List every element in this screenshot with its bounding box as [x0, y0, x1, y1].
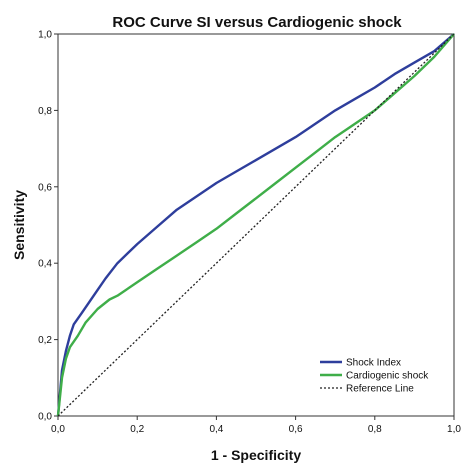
- x-axis-ticks: 0,0 0,2 0,4 0,6 0,8 1,0: [51, 416, 461, 435]
- series-line-shock-index: [56, 33, 455, 417]
- y-axis-ticks: 0,0 0,2 0,4 0,6 0,8 1,0: [38, 30, 58, 423]
- legend-label: Shock Index: [346, 358, 401, 369]
- x-tick-label: 0,2: [130, 424, 144, 435]
- legend-label: Cardiogenic shock: [346, 371, 429, 382]
- x-tick-label: 1,0: [447, 424, 461, 435]
- y-axis-label: Sensitivity: [11, 190, 27, 260]
- y-tick-label: 0,6: [38, 182, 52, 193]
- y-tick-label: 0,4: [38, 259, 52, 270]
- y-tick-label: 1,0: [38, 30, 52, 41]
- x-tick-label: 0,0: [51, 424, 65, 435]
- y-tick-label: 0,8: [38, 106, 52, 117]
- series-layer: [56, 33, 455, 417]
- x-tick-label: 0,8: [368, 424, 382, 435]
- chart-title: ROC Curve SI versus Cardiogenic shock: [112, 14, 402, 31]
- y-tick-label: 0,0: [38, 412, 52, 423]
- y-tick-label: 0,2: [38, 335, 52, 346]
- x-tick-label: 0,4: [209, 424, 223, 435]
- x-tick-label: 0,6: [289, 424, 303, 435]
- legend: Shock Index Cardiogenic shock Reference Li…: [320, 358, 429, 395]
- series-line-cardiogenic-shock: [56, 33, 455, 417]
- legend-label: Reference Line: [346, 384, 414, 395]
- x-axis-label: 1 - Specificity: [211, 447, 301, 463]
